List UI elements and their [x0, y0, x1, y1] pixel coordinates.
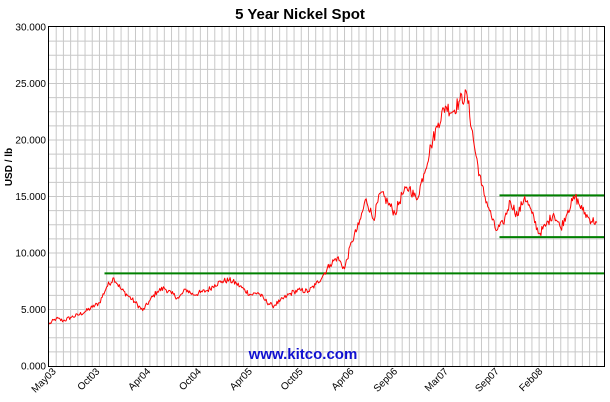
- y-tick-labels: 0.000 5.000 10.000 15.000 20.000 25.000 30.000: [15, 23, 46, 373]
- y-tick-label: 15.000: [15, 192, 46, 203]
- price-series-line: [48, 89, 598, 325]
- watermark-text: www.kitco.com: [248, 346, 358, 363]
- plot-frame: [48, 26, 605, 367]
- y-axis-label: USD / lb: [4, 148, 15, 186]
- y-tick-label: 10.000: [15, 249, 46, 260]
- series-layer: [48, 89, 598, 325]
- y-tick-label: 0.000: [21, 362, 46, 373]
- y-tick-label: 20.000: [15, 136, 46, 147]
- grid-lines: [49, 27, 604, 366]
- y-tick-label: 5.000: [21, 305, 46, 316]
- support-lines: [104, 194, 604, 275]
- chart-title: 5 Year Nickel Spot: [235, 6, 365, 23]
- y-tick-label: 25.000: [15, 79, 46, 90]
- y-tick-label: 30.000: [15, 23, 46, 34]
